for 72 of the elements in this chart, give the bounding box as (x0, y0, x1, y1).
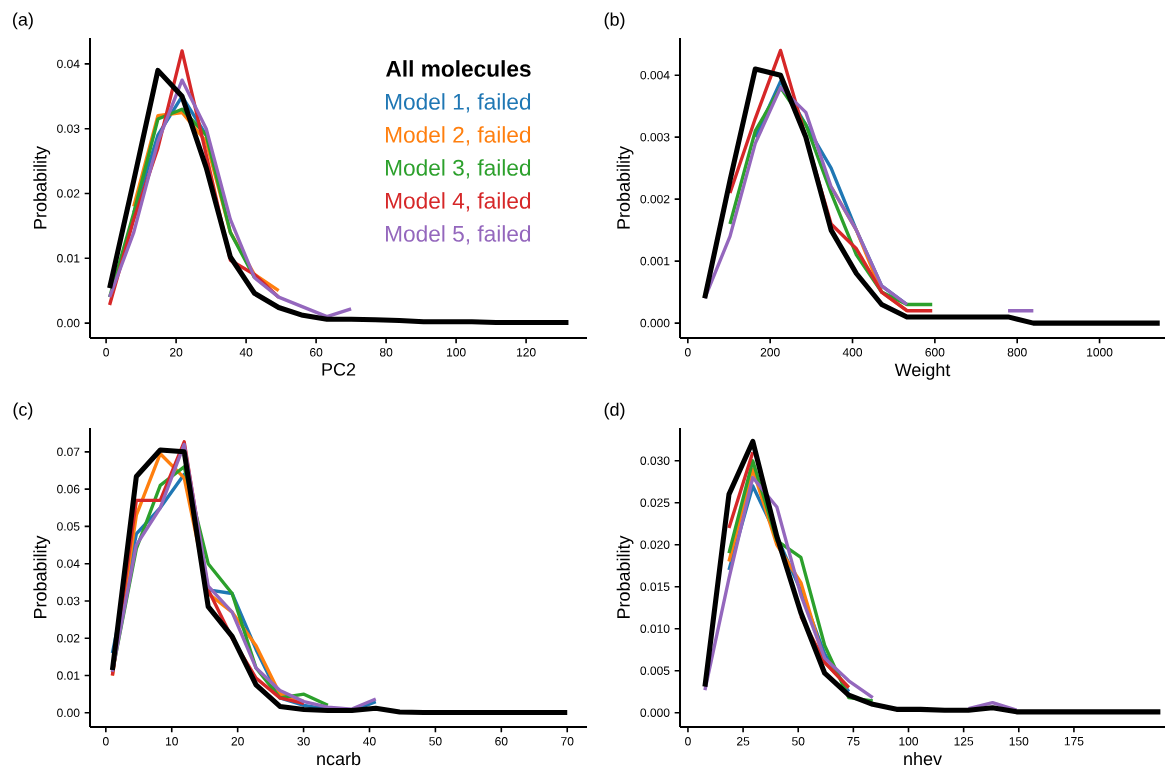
x-tick-label: 80 (379, 348, 393, 357)
y-tick-label: 0.07 (57, 447, 80, 457)
y-tick-label: 0.025 (640, 498, 670, 507)
x-tick-label: 150 (1009, 737, 1029, 746)
x-tick-label: 40 (363, 737, 376, 746)
chart-title: (c) (13, 402, 33, 420)
text: Model 1, failed (386, 93, 531, 113)
y-tick-label: 0.002 (640, 194, 670, 204)
y-tick-label: 0.000 (640, 318, 670, 328)
y-axis-title: Probability (33, 535, 51, 619)
x-tick-label: 60 (495, 737, 508, 746)
y-tick-label: 0.005 (640, 666, 670, 675)
x-axis-title: nhev (904, 752, 942, 766)
x-tick-label: 50 (429, 737, 442, 746)
chart-title: (a) (13, 12, 33, 30)
text: Model 5, failed (386, 225, 531, 245)
x-tick-label: 75 (847, 737, 860, 746)
y-tick-label: 0.020 (640, 540, 670, 549)
x-tick-label: 0 (684, 348, 691, 357)
y-tick-label: 0.010 (640, 624, 670, 633)
x-tick-label: 120 (517, 348, 536, 357)
y-axis-title: Probability (616, 146, 634, 229)
x-tick-label: 400 (842, 348, 863, 357)
x-tick-label: 200 (760, 348, 780, 357)
x-tick-label: 125 (954, 737, 974, 746)
x-tick-label: 1000 (1087, 348, 1113, 357)
x-tick-label: 25 (737, 737, 750, 746)
y-tick-label: 0.02 (57, 634, 80, 643)
y-tick-label: 0.00 (57, 318, 80, 328)
y-tick-label: 0.06 (57, 484, 80, 494)
x-tick-label: 100 (899, 737, 919, 746)
x-axis-title: Weight (894, 363, 951, 380)
y-tick-label: 0.03 (57, 124, 80, 133)
x-tick-label: 20 (170, 348, 183, 357)
x-tick-label: 30 (297, 737, 310, 746)
x-tick-label: 800 (1007, 348, 1027, 357)
text: All molecules (386, 60, 531, 77)
y-tick-label: 0.000 (640, 708, 670, 717)
y-tick-label: 0.04 (57, 559, 80, 568)
y-tick-label: 0.030 (640, 456, 670, 465)
y-tick-label: 0.015 (640, 582, 670, 591)
text: Model 4, failed (386, 192, 531, 212)
y-tick-label: 0.004 (640, 70, 670, 80)
y-tick-label: 0.01 (57, 254, 80, 263)
x-tick-label: 20 (231, 737, 244, 746)
chart-title: (d) (604, 402, 625, 420)
y-tick-label: 0.05 (57, 522, 80, 531)
chart-title: (b) (604, 12, 625, 30)
x-tick-label: 600 (925, 348, 945, 357)
y-axis-title: Probability (33, 146, 51, 229)
y-tick-label: 0.00 (57, 708, 80, 718)
x-tick-label: 40 (239, 348, 253, 357)
x-tick-label: 100 (447, 348, 466, 357)
x-axis-title: PC2 (322, 363, 356, 376)
x-tick-label: 60 (310, 348, 323, 357)
text: Model 3, failed (386, 159, 531, 179)
y-tick-label: 0.04 (57, 59, 80, 69)
y-tick-label: 0.01 (57, 671, 80, 680)
x-tick-label: 70 (561, 737, 574, 746)
x-tick-label: 175 (1064, 737, 1084, 746)
x-tick-label: 0 (102, 737, 109, 746)
y-tick-label: 0.03 (57, 596, 80, 606)
x-axis-title: ncarb (317, 752, 361, 766)
x-tick-label: 50 (792, 737, 805, 746)
text: Model 2, failed (386, 126, 531, 146)
x-tick-label: 0 (103, 348, 109, 357)
x-tick-label: 10 (165, 737, 178, 746)
y-tick-label: 0.02 (57, 189, 80, 198)
y-axis-title: Probability (616, 535, 634, 619)
y-tick-label: 0.001 (640, 256, 670, 266)
x-tick-label: 0 (685, 737, 691, 746)
y-tick-label: 0.003 (640, 132, 670, 142)
